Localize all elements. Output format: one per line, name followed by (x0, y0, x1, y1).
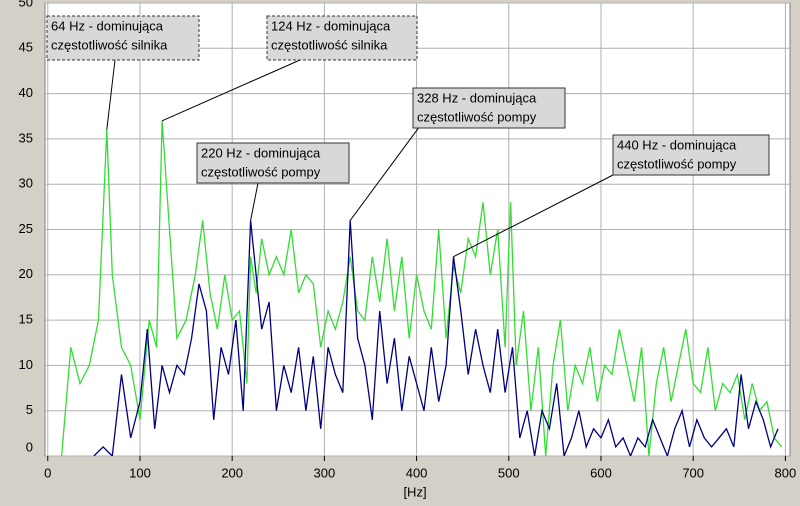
annotation-text: częstotliwość pompy (417, 109, 537, 124)
annotation-leader (106, 59, 116, 130)
annotation-text: częstotliwość silnika (51, 37, 168, 52)
annotation-leader (250, 182, 259, 221)
annotation-text: częstotliwość pompy (617, 156, 737, 171)
x-tick-label: 700 (682, 465, 704, 480)
y-tick-label: 50 (19, 0, 33, 9)
annotation-box (46, 15, 200, 61)
series-group (60, 120, 783, 456)
y-tick-label: 5 (26, 402, 33, 417)
annotation-text: 124 Hz - dominująca (271, 18, 391, 33)
series-line (93, 220, 779, 456)
annotation-leader (453, 174, 614, 258)
y-tick-label: 25 (19, 221, 33, 236)
annotation-box (196, 142, 350, 184)
annotation-box (612, 134, 770, 176)
annotation-text: 220 Hz - dominująca (201, 145, 321, 160)
x-tick-label: 0 (44, 465, 51, 480)
x-tick-label: 400 (406, 465, 428, 480)
y-tick-label: 20 (19, 266, 33, 281)
x-tick-label: 300 (314, 465, 336, 480)
x-tick-label: 100 (129, 465, 151, 480)
y-tick-label: 0 (26, 439, 33, 454)
x-tick-label: 500 (498, 465, 520, 480)
y-tick-label: 35 (19, 130, 33, 145)
annotation-text: 64 Hz - dominująca (51, 18, 164, 33)
annotation-text: częstotliwość silnika (271, 37, 388, 52)
x-tick-label: 600 (590, 465, 612, 480)
x-tick-label: 200 (221, 465, 243, 480)
annotation-box (412, 87, 566, 129)
annotation-text: 440 Hz - dominująca (617, 137, 737, 152)
annotation-text: 328 Hz - dominująca (417, 90, 537, 105)
y-tick-label: 45 (19, 40, 33, 55)
x-tick-label: 800 (775, 465, 797, 480)
y-tick-label: 40 (19, 85, 33, 100)
series-line (60, 120, 783, 456)
y-tick-label: 15 (19, 312, 33, 327)
annotation-leader (349, 125, 421, 221)
y-tick-label: 30 (19, 176, 33, 191)
annotation-leader (161, 59, 301, 122)
annotation-box (266, 15, 418, 61)
y-tick-label: 10 (19, 357, 33, 372)
annotation-text: częstotliwość pompy (201, 164, 321, 179)
x-axis-label: [Hz] (403, 484, 426, 499)
